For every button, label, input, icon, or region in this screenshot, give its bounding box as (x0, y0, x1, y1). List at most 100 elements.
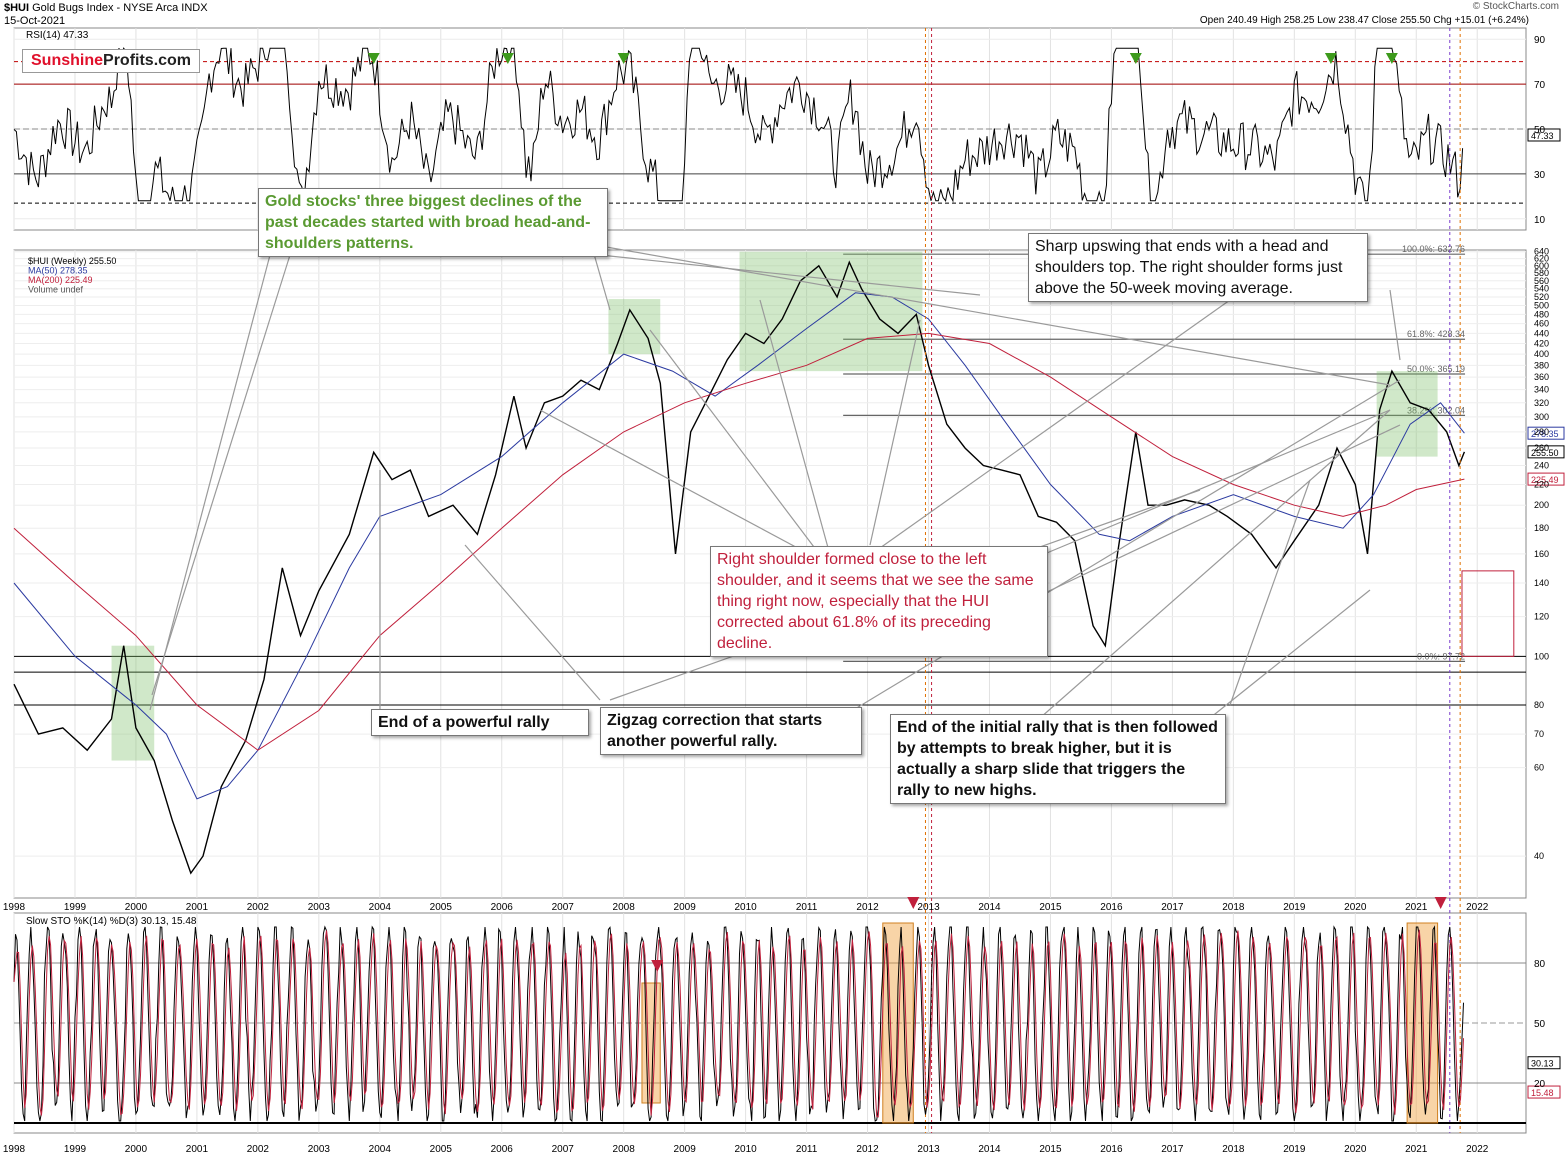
annotation-leader-line (151, 254, 291, 696)
x-tick-label: 2022 (1466, 902, 1489, 913)
sto-down-arrow (651, 960, 664, 972)
x-tick-label: 2006 (491, 1144, 514, 1155)
fibonacci-label: 38.2%: 302.04 (1407, 405, 1465, 415)
price-tag-text: 225.49 (1531, 475, 1559, 485)
grid-lines (13, 28, 1526, 1133)
rsi-peak-arrow (617, 53, 630, 64)
x-tick-label: 2002 (247, 1144, 270, 1155)
x-tick-label: 2019 (1283, 902, 1306, 913)
sto-value-tag (1527, 1056, 1561, 1070)
x-tick-label: 2010 (734, 902, 757, 913)
price-tick-label: 100 (1534, 651, 1549, 661)
rsi-peak-arrow (367, 53, 380, 64)
price-tick-label: 500 (1534, 301, 1549, 311)
annotation-leader-line (149, 254, 271, 711)
price-legend-entry: MA(50) 278.35 (28, 266, 88, 276)
sto-value-tag (1527, 1085, 1561, 1099)
x-tick-label: 2018 (1222, 1144, 1245, 1155)
ohlc-readout: Open 240.49 High 258.25 Low 238.47 Close… (1199, 15, 1529, 26)
price-tag (1527, 445, 1565, 459)
price-legend-entry: Volume undef (28, 285, 84, 295)
x-tick-label: 2017 (1161, 902, 1184, 913)
annotation-leader-line (599, 254, 981, 296)
price-tick-label: 160 (1534, 549, 1549, 559)
price-tick-label: 120 (1534, 612, 1549, 622)
chart-header: $HUI Gold Bugs Index - NYSE Arca INDX 15… (4, 2, 208, 28)
rsi-peak-arrow (1385, 53, 1398, 64)
price-tick-label: 180 (1534, 523, 1549, 533)
x-tick-label: 2020 (1344, 1144, 1367, 1155)
x-tick-label: 2019 (1283, 1144, 1306, 1155)
fibonacci-label: 61.8%: 428.34 (1407, 329, 1465, 339)
sto-k-line (13, 925, 1464, 1123)
fibonacci-label: 50.0%: 365.19 (1407, 364, 1465, 374)
price-tick-label: 70 (1534, 729, 1544, 739)
sto-down-arrow (1434, 897, 1447, 909)
annotation-leader-line (1209, 589, 1371, 719)
price-tick-label: 640 (1534, 247, 1549, 257)
price-tick-label: 480 (1534, 309, 1549, 319)
sto-highlight-zone (641, 982, 661, 1104)
rsi-peak-arrow (1129, 53, 1142, 64)
axis-labels: 1998199819991999200020002001200120022002… (3, 35, 1549, 1155)
price-legend-entry: MA(200) 225.49 (28, 275, 93, 285)
fibonacci-label: 100.0%: 632.76 (1402, 244, 1465, 254)
index-name: Gold Bugs Index - NYSE Arca INDX (32, 2, 208, 14)
chart-date: 15-Oct-2021 (4, 15, 66, 27)
x-tick-label: 2021 (1405, 902, 1428, 913)
price-tick-label: 600 (1534, 261, 1549, 271)
x-tick-label: 2000 (125, 902, 148, 913)
sto-tick-label: 80 (1534, 959, 1546, 970)
rsi-line (13, 47, 1464, 203)
x-tick-label: 2005 (430, 1144, 453, 1155)
x-tick-label: 2016 (1100, 902, 1123, 913)
sto-value-text: 15.48 (1531, 1088, 1554, 1098)
annotation-leader-line (1389, 289, 1401, 361)
price-tick-label: 520 (1534, 292, 1549, 302)
price-tick-label: 540 (1534, 284, 1549, 294)
x-tick-label: 2012 (856, 902, 879, 913)
price-tag (1527, 426, 1565, 440)
sunshine-profits-logo: SunshineProfits.com (22, 49, 201, 73)
x-tick-label: 2004 (369, 902, 392, 913)
annotation-leader-line (594, 244, 1391, 386)
price-tick-label: 420 (1534, 339, 1549, 349)
x-tick-label: 2001 (186, 902, 209, 913)
rsi-value-text: 47.33 (1531, 131, 1554, 141)
x-tick-label: 2010 (734, 1144, 757, 1155)
price-tick-label: 380 (1534, 360, 1549, 370)
rsi-peak-arrow (501, 53, 514, 64)
price-tick-label: 620 (1534, 254, 1549, 264)
price-tick-label: 340 (1534, 385, 1549, 395)
price-tick-label: 320 (1534, 398, 1549, 408)
annotation-end-rally: End of a powerful rally (371, 709, 589, 736)
price-tick-label: 300 (1534, 412, 1549, 422)
annotation-leader-line (879, 299, 1231, 549)
x-tick-label: 2007 (552, 902, 575, 913)
price-tick-label: 40 (1534, 851, 1544, 861)
x-tick-label: 2005 (430, 902, 453, 913)
x-tick-label: 2014 (978, 1144, 1001, 1155)
x-tick-label: 1998 (3, 902, 26, 913)
price-tick-label: 240 (1534, 460, 1549, 470)
x-tick-label: 2017 (1161, 1144, 1184, 1155)
x-tick-label: 2022 (1466, 1144, 1489, 1155)
stochastic-panel: Slow STO %K(14) %D(3) 30.13, 15.48 30.13 1… (13, 897, 1561, 1124)
x-tick-label: 2000 (125, 1144, 148, 1155)
x-tick-label: 2021 (1405, 1144, 1428, 1155)
annotation-leader-line (759, 299, 831, 556)
x-tick-label: 2007 (552, 1144, 575, 1155)
x-tick-label: 2003 (308, 902, 331, 913)
x-tick-label: 2014 (978, 902, 1001, 913)
annotation-right-shoulder: Right shoulder formed close to the left … (710, 546, 1048, 657)
x-tick-label: 2002 (247, 902, 270, 913)
annotation-hs-patterns: Gold stocks' three biggest declines of t… (258, 188, 608, 257)
sto-legend: Slow STO %K(14) %D(3) 30.13, 15.48 (26, 916, 197, 927)
x-tick-label: 2009 (674, 902, 697, 913)
logo-part-2: Profits.com (103, 52, 192, 69)
sto-value-text: 30.13 (1531, 1059, 1554, 1069)
price-panel: 100.0%: 632.76 61.8%: 428.34 50.0%: 365.19… (13, 28, 1565, 1133)
fibonacci-label: 0.0%: 97.72 (1417, 651, 1465, 661)
